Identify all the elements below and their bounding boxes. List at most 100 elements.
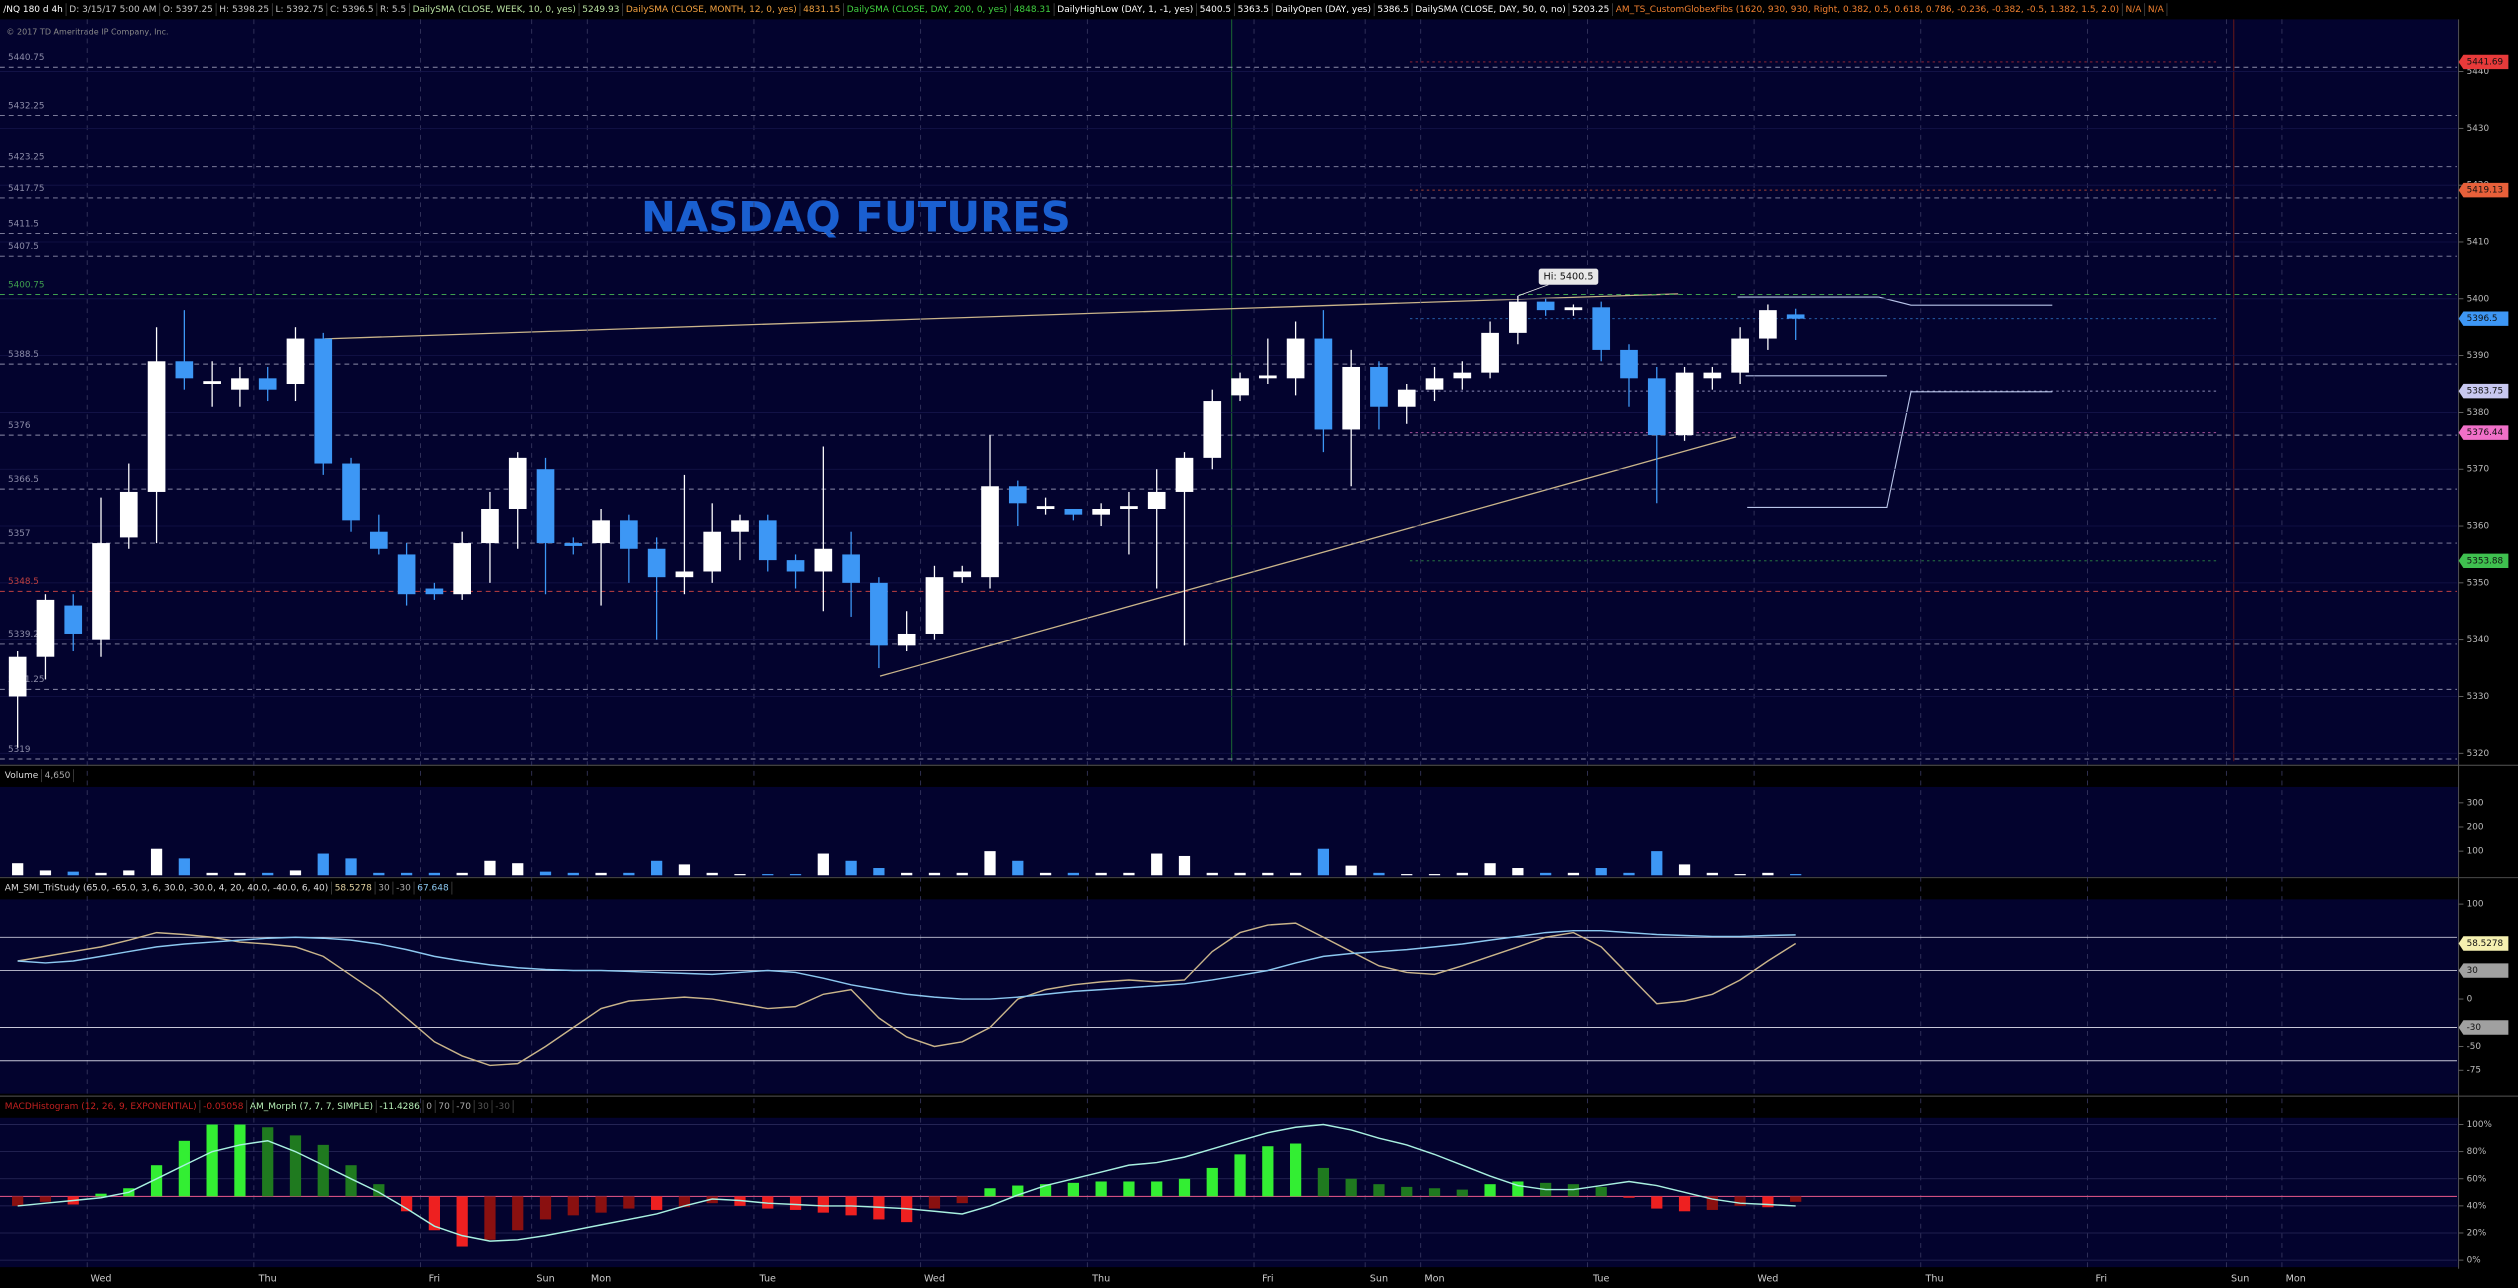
bar	[1484, 863, 1496, 876]
x-tick-label: Tue	[759, 1273, 777, 1284]
candle-body	[731, 520, 749, 532]
x-tick-label: Wed	[91, 1273, 112, 1284]
y-tick-label: 100	[2467, 847, 2484, 857]
badge	[2458, 311, 2509, 326]
candle-body	[786, 560, 805, 572]
y-tick-label: -75	[2467, 1066, 2481, 1076]
bar	[206, 1124, 218, 1197]
x-tick-label: Thu	[1925, 1273, 1944, 1284]
price-level-label: 5423.25	[8, 153, 45, 163]
bar	[1095, 872, 1107, 876]
candle-body	[1620, 349, 1638, 379]
y-tick-label: 5320	[2467, 749, 2490, 759]
bar	[595, 872, 607, 876]
bar	[789, 1196, 802, 1210]
bar	[1790, 1196, 1802, 1202]
bar	[1345, 1178, 1357, 1197]
badge-label: 5396.5	[2467, 314, 2498, 324]
bar	[1567, 1184, 1580, 1197]
price-level-label: 5357	[8, 529, 30, 539]
bar	[1262, 872, 1274, 876]
bar	[12, 863, 24, 876]
candle-body	[1175, 457, 1194, 492]
candle-body	[119, 491, 138, 538]
candle-body	[953, 571, 972, 578]
candle-body	[564, 543, 583, 546]
bar	[289, 1135, 302, 1197]
bar	[1401, 1186, 1413, 1197]
bar	[1734, 874, 1746, 876]
badge-label: 5383.75	[2467, 387, 2504, 397]
legend-item: N/A	[2126, 5, 2143, 15]
candle-body	[481, 508, 499, 544]
legend-item: O: 5397.25	[163, 5, 213, 15]
bar	[289, 870, 302, 876]
x-tick-label: Mon	[591, 1273, 611, 1284]
legend-item: -0.05058	[203, 1102, 244, 1112]
bar	[512, 1196, 524, 1231]
x-tick-label: Thu	[258, 1273, 277, 1284]
bar	[428, 872, 441, 876]
bar	[539, 1196, 552, 1220]
bar	[623, 1196, 635, 1209]
candle-body	[8, 656, 27, 697]
y-tick-label: 300	[2467, 798, 2484, 808]
candle-body	[1509, 301, 1527, 333]
bar	[1262, 1146, 1274, 1197]
bar	[1651, 1196, 1663, 1209]
bar	[1734, 1196, 1746, 1206]
bar	[1456, 1189, 1468, 1197]
candle-body	[1592, 307, 1611, 350]
legend-item: D: 3/15/17 5:00 AM	[69, 5, 156, 15]
bar	[317, 853, 329, 876]
x-tick-label: Fri	[429, 1273, 440, 1284]
candle-body	[397, 554, 416, 595]
bar	[873, 868, 885, 876]
badge	[2458, 963, 2509, 978]
badge-label: 30	[2467, 966, 2479, 976]
legend-item: 58.5278	[335, 884, 372, 894]
legend-item: DailySMA (CLOSE, DAY, 50, 0, no)	[1415, 5, 1565, 15]
legend-item: DailyOpen (DAY, yes)	[1275, 5, 1371, 15]
series-line	[17, 1123, 1796, 1242]
badge-label: 5419.13	[2467, 186, 2504, 196]
bar	[1151, 1181, 1163, 1197]
bar	[456, 872, 468, 876]
candle-body	[508, 457, 527, 509]
bar	[651, 1196, 663, 1210]
bar	[1512, 1181, 1524, 1197]
y-tick-label: 20%	[2467, 1228, 2487, 1238]
candle-body	[1759, 310, 1777, 339]
y-tick-label: 5410	[2467, 237, 2490, 247]
bar	[456, 1196, 468, 1247]
candle-body	[814, 548, 833, 572]
y-tick-label: 40%	[2467, 1201, 2487, 1211]
candle-body	[592, 520, 610, 544]
bar	[1373, 1184, 1385, 1197]
bar	[345, 1165, 357, 1197]
candle-body	[1786, 314, 1805, 319]
bar	[373, 872, 385, 876]
y-tick-label: -50	[2467, 1042, 2482, 1052]
legend-item: 5400.5	[1200, 5, 1231, 15]
legend-item: DailySMA (CLOSE, WEEK, 10, 0, yes)	[413, 5, 576, 15]
y-tick-label: 5400	[2467, 294, 2490, 304]
legend-item: 30	[378, 884, 390, 894]
bar	[262, 1127, 274, 1197]
x-tick-label: Mon	[2286, 1273, 2306, 1284]
bar	[1484, 1184, 1496, 1197]
legend-item: L: 5392.75	[276, 5, 324, 15]
bar	[1123, 1181, 1135, 1197]
legend-item: 5249.93	[582, 5, 619, 15]
bar	[956, 1196, 968, 1204]
bar	[484, 860, 496, 876]
legend-item: Volume	[5, 771, 39, 781]
candle-body	[703, 531, 722, 572]
bar	[1428, 874, 1441, 876]
candle-body	[536, 469, 555, 544]
y-tick-label: 100%	[2467, 1120, 2492, 1130]
candle-body	[453, 543, 472, 595]
legend-item: C: 5396.5	[330, 5, 374, 15]
candle-body	[1259, 375, 1277, 379]
